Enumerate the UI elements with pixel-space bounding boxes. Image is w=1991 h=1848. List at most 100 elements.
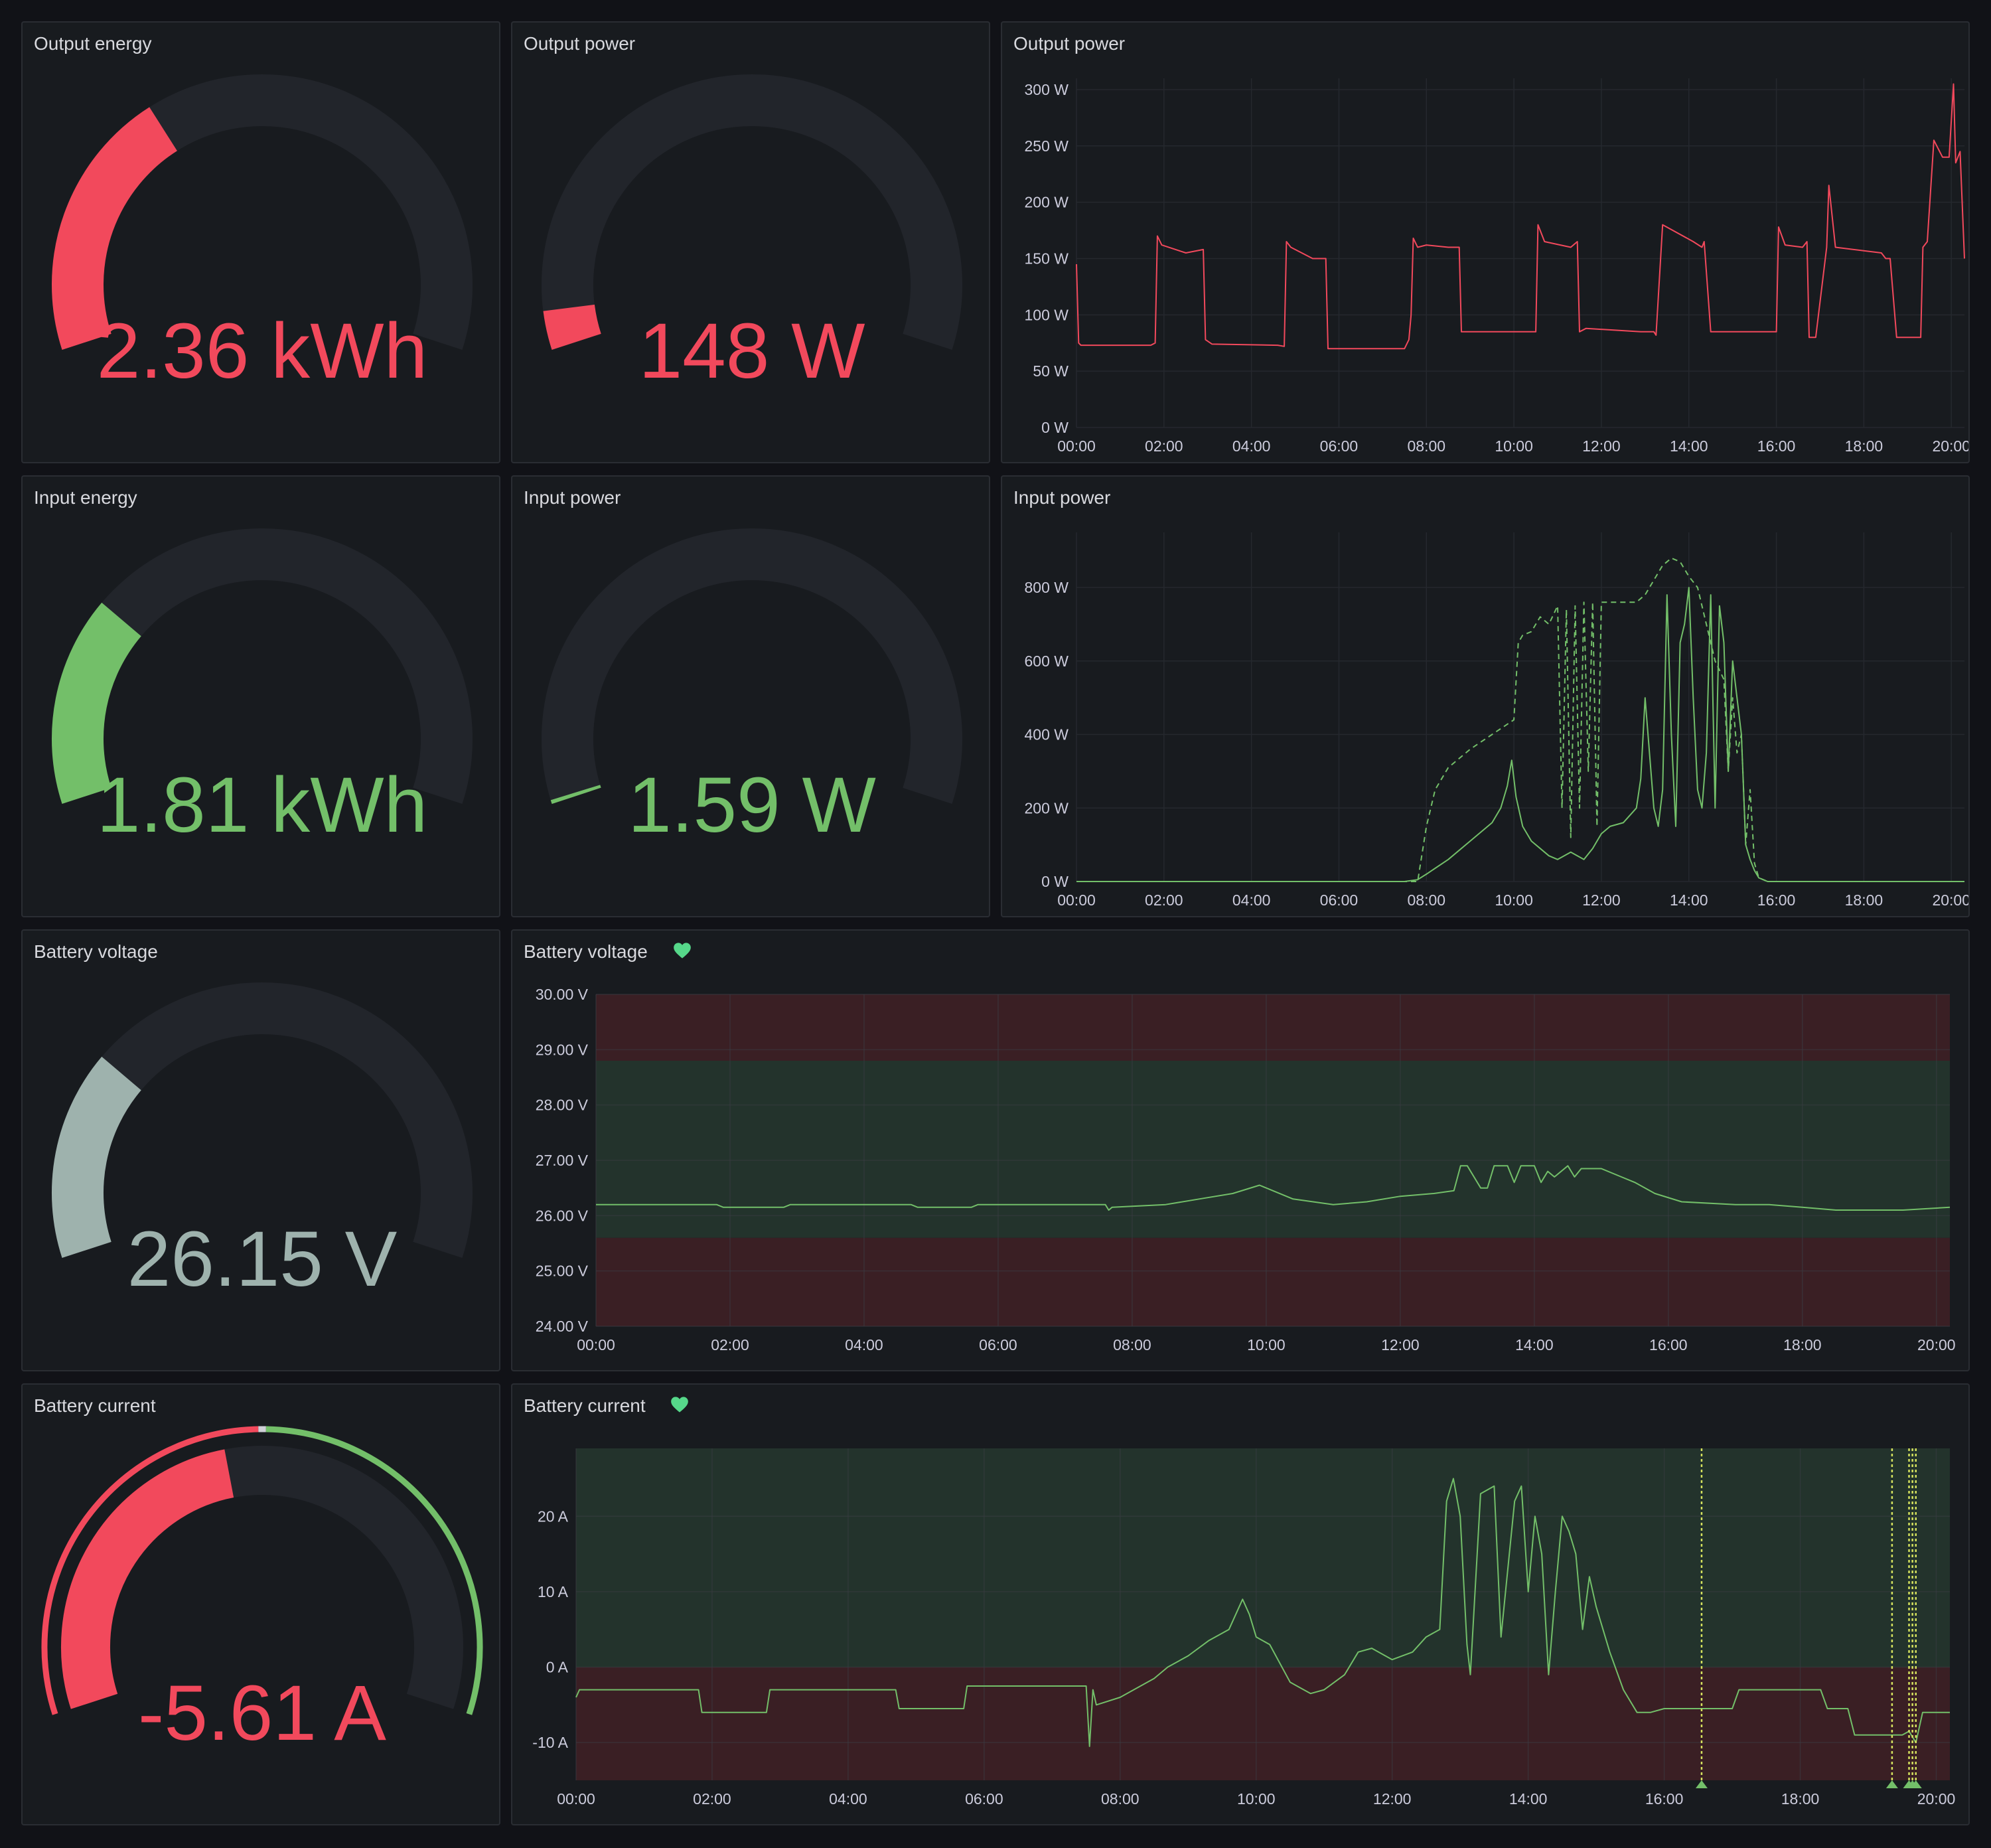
- panel-title: Output power: [1013, 33, 1126, 54]
- y-tick-label: 10 A: [538, 1583, 569, 1600]
- y-tick-label: 0 W: [1041, 873, 1069, 890]
- x-tick-label: 04:00: [1232, 437, 1271, 455]
- annotation-marker: [1695, 1780, 1708, 1788]
- input-energy-gauge: 1.81 kWh: [52, 528, 473, 849]
- gauge-fill: [52, 602, 142, 804]
- output-power-chart[interactable]: 0 W 50 W 100 W 150 W 200 W 250 W 300 W 00:00 02:…: [1002, 23, 1970, 463]
- x-tick-label: 20:00: [1917, 1336, 1956, 1353]
- y-tick-label: 25.00 V: [536, 1263, 589, 1280]
- x-tick-label: 10:00: [1237, 1790, 1276, 1808]
- y-tick-label: 100 W: [1025, 306, 1069, 323]
- panel-title: Input power: [1013, 487, 1111, 508]
- output-energy-gauge: 2.36 kWh: [52, 74, 473, 395]
- x-tick-label: 10:00: [1495, 437, 1533, 455]
- annotation-marker: [1909, 1780, 1922, 1788]
- y-tick-label: 0 A: [546, 1659, 569, 1676]
- x-tick-label: 08:00: [1408, 437, 1446, 455]
- x-tick-label: 12:00: [1381, 1336, 1420, 1353]
- x-tick-label: 04:00: [845, 1336, 883, 1353]
- x-tick-label: 06:00: [1320, 891, 1359, 909]
- threshold-zone: [596, 1061, 1950, 1238]
- x-tick-label: 16:00: [1757, 891, 1796, 909]
- gauge-fill: [550, 785, 601, 805]
- y-tick-label: 27.00 V: [536, 1152, 589, 1169]
- x-tick-label: 02:00: [1145, 437, 1183, 455]
- output-energy-panel: Output energy 2.36 kWh: [21, 21, 500, 463]
- x-tick-label: 18:00: [1781, 1790, 1820, 1808]
- input-power-chart[interactable]: 0 W 200 W 400 W 600 W 800 W 00:00 02:00 04:00 06…: [1002, 477, 1970, 917]
- threshold-zone: [576, 1448, 1950, 1667]
- x-tick-label: 02:00: [1145, 891, 1183, 909]
- y-tick-label: 400 W: [1025, 726, 1069, 743]
- input-power-gauge: 1.59 W: [542, 528, 962, 849]
- y-tick-label: 30.00 V: [536, 986, 589, 1003]
- x-tick-label: 06:00: [1320, 437, 1359, 455]
- threshold-zone: [576, 1667, 1950, 1780]
- x-tick-label: 16:00: [1649, 1336, 1688, 1353]
- x-tick-label: 14:00: [1670, 437, 1708, 455]
- x-tick-label: 12:00: [1582, 891, 1621, 909]
- y-tick-label: 29.00 V: [536, 1041, 589, 1058]
- x-tick-label: 04:00: [829, 1790, 867, 1808]
- output-power-chart-panel: Output power 0 W 50 W 100 W 150 W 200 W 250 W…: [1001, 21, 1970, 463]
- gauge-value: 2.36 kWh: [97, 307, 427, 395]
- y-tick-label: 20 A: [538, 1507, 569, 1525]
- x-tick-label: 20:00: [1917, 1790, 1956, 1808]
- gauge-track: [542, 528, 962, 804]
- y-tick-label: 600 W: [1025, 653, 1069, 670]
- series-line: [596, 1165, 1951, 1211]
- x-tick-label: 18:00: [1845, 437, 1883, 455]
- battery-voltage-chart[interactable]: 24.00 V 25.00 V 26.00 V 27.00 V 28.00 V 29.00…: [512, 931, 1970, 1371]
- x-tick-label: 20:00: [1932, 891, 1970, 909]
- battery-current-chart-panel: Battery current -10 A 0 A 10 A 20 A 00:00 02:…: [511, 1383, 1970, 1825]
- x-tick-label: 08:00: [1408, 891, 1446, 909]
- heart-icon[interactable]: [670, 1396, 689, 1418]
- battery-voltage-gauge: 26.15 V: [52, 982, 473, 1303]
- input-power-chart-panel: Input power 0 W 200 W 400 W 600 W 800 W 00:00…: [1001, 475, 1970, 917]
- x-tick-label: 08:00: [1101, 1790, 1140, 1808]
- series-line: [1076, 557, 1964, 882]
- gauge-value: 26.15 V: [127, 1215, 398, 1303]
- gauge-track: [52, 528, 473, 804]
- y-tick-label: 800 W: [1025, 579, 1069, 596]
- y-tick-label: 250 W: [1025, 137, 1069, 155]
- gauge-track: [52, 982, 473, 1258]
- y-tick-label: 50 W: [1033, 362, 1069, 380]
- gauge-fill: [52, 107, 178, 350]
- series-line: [1076, 83, 1965, 350]
- x-tick-label: 00:00: [1057, 437, 1096, 455]
- gauge-value: -5.61 A: [138, 1669, 386, 1757]
- panel-title: Input energy: [34, 487, 137, 508]
- y-tick-label: 200 W: [1025, 799, 1069, 816]
- x-tick-label: 14:00: [1670, 891, 1708, 909]
- gauge-threshold-red: [41, 1426, 259, 1715]
- y-tick-label: 200 W: [1025, 194, 1069, 211]
- x-tick-label: 00:00: [577, 1336, 615, 1353]
- x-tick-label: 02:00: [711, 1336, 749, 1353]
- battery-voltage-chart-panel: Battery voltage 24.00 V 25.00 V 26.00 V 27.…: [511, 929, 1970, 1371]
- panel-title: Battery current: [524, 1395, 689, 1418]
- output-power-gauge-panel: Output power 148 W: [511, 21, 990, 463]
- x-tick-label: 00:00: [1057, 891, 1096, 909]
- x-tick-label: 00:00: [557, 1790, 595, 1808]
- x-tick-label: 16:00: [1757, 437, 1796, 455]
- panel-title: Input power: [524, 487, 621, 508]
- panel-title: Output energy: [34, 33, 152, 54]
- annotation-marker: [1885, 1780, 1898, 1788]
- y-tick-label: 26.00 V: [536, 1207, 589, 1224]
- x-tick-label: 16:00: [1645, 1790, 1684, 1808]
- x-tick-label: 12:00: [1373, 1790, 1412, 1808]
- heart-icon[interactable]: [673, 942, 692, 964]
- x-tick-label: 10:00: [1495, 891, 1533, 909]
- gauge-track: [542, 74, 962, 350]
- input-power-gauge-panel: Input power 1.59 W: [511, 475, 990, 917]
- x-tick-label: 04:00: [1232, 891, 1271, 909]
- x-tick-label: 10:00: [1247, 1336, 1286, 1353]
- y-tick-label: -10 A: [532, 1734, 568, 1751]
- panel-title-text: Battery voltage: [524, 941, 648, 962]
- battery-voltage-gauge-panel: Battery voltage 26.15 V: [21, 929, 500, 1371]
- battery-current-chart[interactable]: -10 A 0 A 10 A 20 A 00:00 02:00 04:00 06:00 08:0…: [512, 1385, 1970, 1825]
- gauge-value: 1.59 W: [628, 761, 876, 849]
- y-tick-label: 24.00 V: [536, 1318, 589, 1335]
- x-tick-label: 12:00: [1582, 437, 1621, 455]
